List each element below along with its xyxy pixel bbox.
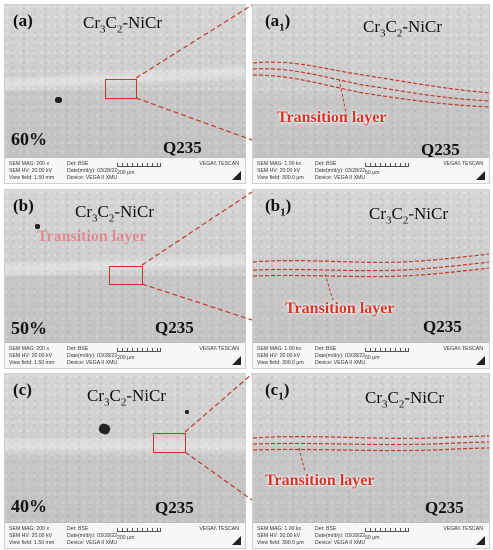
sem-image-c1 <box>253 374 489 522</box>
tescan-logo-icon <box>232 171 241 180</box>
sem-info-bar: SEM MAG: 1.00 kx SEM HV: 20.00 kV View fie… <box>253 522 489 548</box>
panel-label: (a) <box>13 11 33 30</box>
ghost-transition-label: Transition layer <box>37 228 147 245</box>
panel-c: (c) Cr3C2-NiCr 40% Q235 SEM MAG: 200 x SE… <box>4 373 246 549</box>
panel-c1: (c1) Cr3C2-NiCr Transition layer Q235 SE… <box>252 373 490 549</box>
zoom-region-box <box>153 433 186 453</box>
tescan-logo-icon <box>232 356 241 365</box>
panel-b1: (b1) Cr3C2-NiCr Transition layer Q235 SE… <box>252 189 490 369</box>
panel-label: (c1) <box>265 380 290 403</box>
coating-label: Cr3C2-NiCr <box>365 388 445 411</box>
scale-bar <box>365 528 409 532</box>
panel-a1: (a1) Cr3C2-NiCr Transition layer Q235 SE… <box>252 4 490 184</box>
panel-a: (a) Cr3C2-NiCr 60% Q235 SEM MAG: 200 x SE… <box>4 4 246 184</box>
scale-bar <box>117 348 161 352</box>
panel-b: (b) Cr3C2-NiCr Transition layer 50% Q235… <box>4 189 246 369</box>
tescan-logo-icon <box>476 171 485 180</box>
substrate-label: Q235 <box>155 318 194 337</box>
tescan-logo-icon <box>476 536 485 545</box>
ratio-label: 60% <box>11 129 47 149</box>
zoom-region-box <box>105 79 137 99</box>
substrate-label: Q235 <box>155 498 194 517</box>
substrate-label: Q235 <box>163 138 202 157</box>
coating-label: Cr3C2-NiCr <box>75 202 155 225</box>
scale-bar <box>365 163 409 167</box>
scale-bar <box>117 163 161 167</box>
coating-label: Cr3C2-NiCr <box>369 204 449 227</box>
transition-layer-label: Transition layer <box>277 109 387 126</box>
sem-image-b1 <box>253 190 489 342</box>
coating-label: Cr3C2-NiCr <box>363 17 443 40</box>
transition-layer-label: Transition layer <box>285 300 395 317</box>
ratio-label: 50% <box>11 318 47 338</box>
panel-label: (b) <box>13 196 34 215</box>
transition-layer-label: Transition layer <box>265 472 375 489</box>
ratio-label: 40% <box>11 496 47 516</box>
substrate-label: Q235 <box>423 317 462 336</box>
substrate-label: Q235 <box>421 140 460 159</box>
coating-label: Cr3C2-NiCr <box>83 13 163 36</box>
scale-bar <box>117 528 161 532</box>
sem-info-bar: SEM MAG: 200 x SEM HV: 20.00 kV View field… <box>5 157 245 183</box>
panel-label: (a1) <box>265 11 291 34</box>
coating-label: Cr3C2-NiCr <box>87 386 167 409</box>
tescan-logo-icon <box>476 356 485 365</box>
scale-bar <box>365 348 409 352</box>
substrate-label: Q235 <box>425 498 464 517</box>
sem-info-bar: SEM MAG: 1.00 kx SEM HV: 20.00 kV View fie… <box>253 342 489 368</box>
sem-info-bar: SEM MAG: 200 x SEM HV: 20.00 kV View field… <box>5 342 245 368</box>
panel-label: (b1) <box>265 196 292 219</box>
panel-label: (c) <box>13 380 32 399</box>
sem-info-bar: SEM MAG: 200 x SEM HV: 20.00 kV View field… <box>5 522 245 548</box>
sem-info-bar: SEM MAG: 1.00 kx SEM HV: 20.00 kV View fie… <box>253 157 489 183</box>
tescan-logo-icon <box>232 536 241 545</box>
zoom-region-box <box>109 266 143 285</box>
